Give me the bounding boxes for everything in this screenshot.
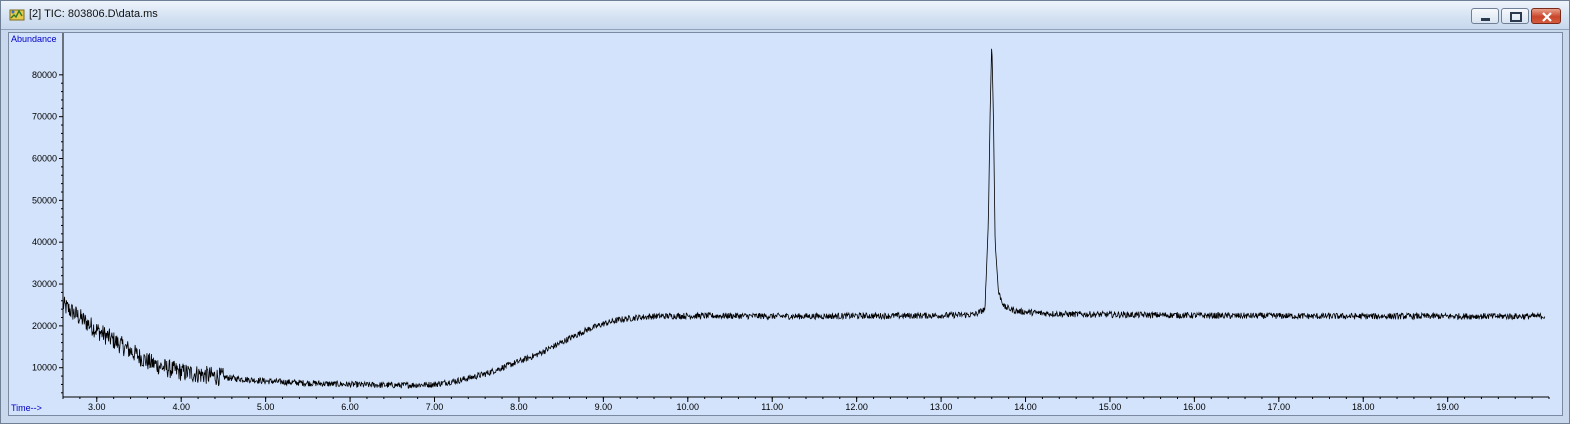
y-tick-label: 30000	[32, 279, 57, 289]
maximize-icon	[1510, 12, 1522, 22]
window-title: [2] TIC: 803806.D\data.ms	[29, 8, 158, 20]
x-axis-ticks: 3.00 4.00 5.00 6.00 7.00 8.00 9.00 10.00 11.00 12…	[62, 397, 1550, 412]
y-tick-label: 10000	[32, 363, 57, 373]
minimize-icon	[1481, 18, 1490, 21]
close-button[interactable]	[1531, 8, 1561, 24]
x-tick-label: 19.00	[1436, 402, 1459, 412]
x-tick-label: 5.00	[257, 402, 275, 412]
x-tick-label: 8.00	[510, 402, 528, 412]
tic-trace-line	[62, 48, 1546, 389]
tic-chart: Abundance Time--> 10000 20000 30000 40000 50…	[11, 33, 1550, 413]
x-tick-label: 9.00	[595, 402, 613, 412]
window-titlebar[interactable]: [2] TIC: 803806.D\data.ms	[1, 1, 1569, 30]
x-tick-label: 18.00	[1352, 402, 1375, 412]
x-tick-label: 13.00	[930, 402, 953, 412]
x-tick-label: 4.00	[172, 402, 190, 412]
x-tick-label: 6.00	[341, 402, 359, 412]
y-tick-label: 40000	[32, 237, 57, 247]
y-axis-ticks: 10000 20000 30000 40000 50000 60000 70000 80000	[32, 70, 63, 394]
y-tick-label: 70000	[32, 112, 57, 122]
y-tick-label: 60000	[32, 154, 57, 164]
y-tick-label: 80000	[32, 70, 57, 80]
chromatogram-plot-area[interactable]: Abundance Time--> 10000 20000 30000 40000 50…	[8, 32, 1563, 416]
trace-layer	[62, 48, 1546, 389]
x-tick-label: 14.00	[1014, 402, 1037, 412]
x-tick-label: 12.00	[845, 402, 868, 412]
x-tick-label: 16.00	[1183, 402, 1206, 412]
y-tick-label: 50000	[32, 195, 57, 205]
x-tick-label: 10.00	[677, 402, 700, 412]
x-tick-label: 11.00	[761, 402, 783, 412]
y-tick-label: 20000	[32, 321, 57, 331]
close-icon	[1542, 12, 1552, 22]
x-tick-label: 7.00	[426, 402, 444, 412]
chromatogram-app-icon	[9, 9, 25, 21]
x-tick-label: 17.00	[1268, 402, 1291, 412]
minimize-button[interactable]	[1471, 8, 1499, 24]
maximize-button[interactable]	[1501, 8, 1529, 24]
x-axis-label: Time-->	[11, 403, 42, 413]
x-tick-label: 3.00	[88, 402, 106, 412]
y-axis-label: Abundance	[11, 34, 57, 44]
x-tick-label: 15.00	[1099, 402, 1122, 412]
